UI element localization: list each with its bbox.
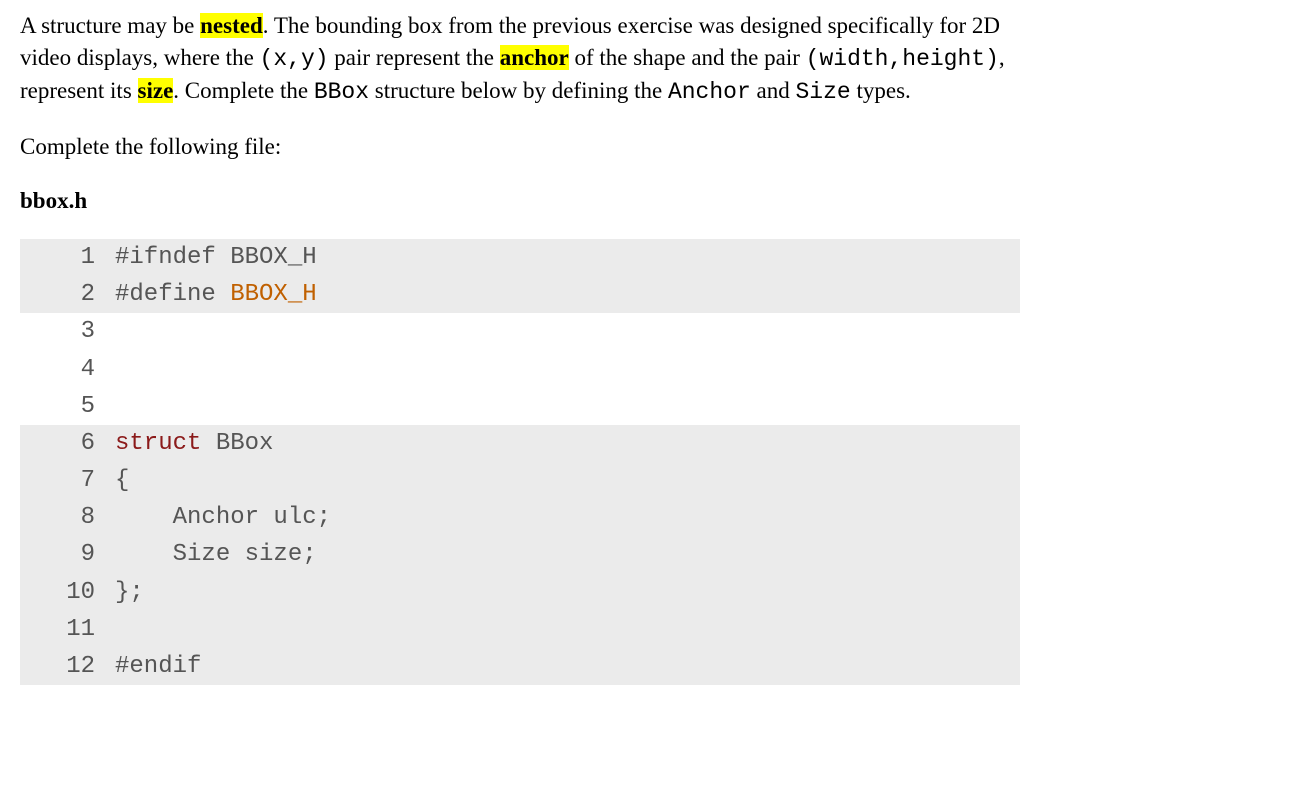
line-number: 6 <box>20 425 115 462</box>
code-line: 5 <box>20 388 1020 425</box>
code-line: 11 <box>20 611 1020 648</box>
text-run: and <box>751 78 796 103</box>
line-number: 5 <box>20 388 115 425</box>
text-run: of the shape and the pair <box>569 45 806 70</box>
line-content <box>115 351 129 388</box>
line-number: 11 <box>20 611 115 648</box>
code-line: 4 <box>20 351 1020 388</box>
code-line: 9 Size size; <box>20 536 1020 573</box>
exercise-prose: A structure may be nested. The bounding … <box>20 10 1020 217</box>
line-content <box>115 388 129 425</box>
inline-code-anchor: Anchor <box>668 79 751 105</box>
line-content: #define BBOX_H <box>115 276 317 313</box>
line-content: }; <box>115 574 144 611</box>
line-number: 1 <box>20 239 115 276</box>
inline-code-wh: (width,height) <box>806 46 999 72</box>
line-number: 8 <box>20 499 115 536</box>
code-line: 2#define BBOX_H <box>20 276 1020 313</box>
line-content: Anchor ulc; <box>115 499 331 536</box>
line-content: { <box>115 462 129 499</box>
text-run: types. <box>851 78 911 103</box>
code-line: 8 Anchor ulc; <box>20 499 1020 536</box>
highlight-nested: nested <box>200 13 263 38</box>
line-content: #endif <box>115 648 201 685</box>
inline-code-xy: (x,y) <box>260 46 329 72</box>
paragraph-main: A structure may be nested. The bounding … <box>20 10 1020 109</box>
line-content: Size size; <box>115 536 317 573</box>
code-line: 10}; <box>20 574 1020 611</box>
code-block: 1#ifndef BBOX_H2#define BBOX_H3 4 5 6str… <box>20 239 1020 685</box>
line-content: struct BBox <box>115 425 273 462</box>
code-line: 6struct BBox <box>20 425 1020 462</box>
text-run: pair represent the <box>329 45 500 70</box>
code-line: 3 <box>20 313 1020 350</box>
inline-code-size: Size <box>796 79 851 105</box>
highlight-size: size <box>138 78 174 103</box>
line-content <box>115 313 129 350</box>
line-number: 7 <box>20 462 115 499</box>
paragraph-instruction: Complete the following file: <box>20 131 1020 163</box>
line-content: #ifndef BBOX_H <box>115 239 317 276</box>
filename-label: bbox.h <box>20 185 1020 217</box>
line-number: 10 <box>20 574 115 611</box>
code-line: 7{ <box>20 462 1020 499</box>
line-number: 3 <box>20 313 115 350</box>
text-run: structure below by defining the <box>369 78 668 103</box>
text-run: A structure may be <box>20 13 200 38</box>
inline-code-bbox: BBox <box>314 79 369 105</box>
code-line: 1#ifndef BBOX_H <box>20 239 1020 276</box>
line-number: 2 <box>20 276 115 313</box>
text-run: . Complete the <box>173 78 314 103</box>
line-number: 9 <box>20 536 115 573</box>
line-content <box>115 611 129 648</box>
line-number: 4 <box>20 351 115 388</box>
code-line: 12#endif <box>20 648 1020 685</box>
highlight-anchor: anchor <box>500 45 569 70</box>
line-number: 12 <box>20 648 115 685</box>
